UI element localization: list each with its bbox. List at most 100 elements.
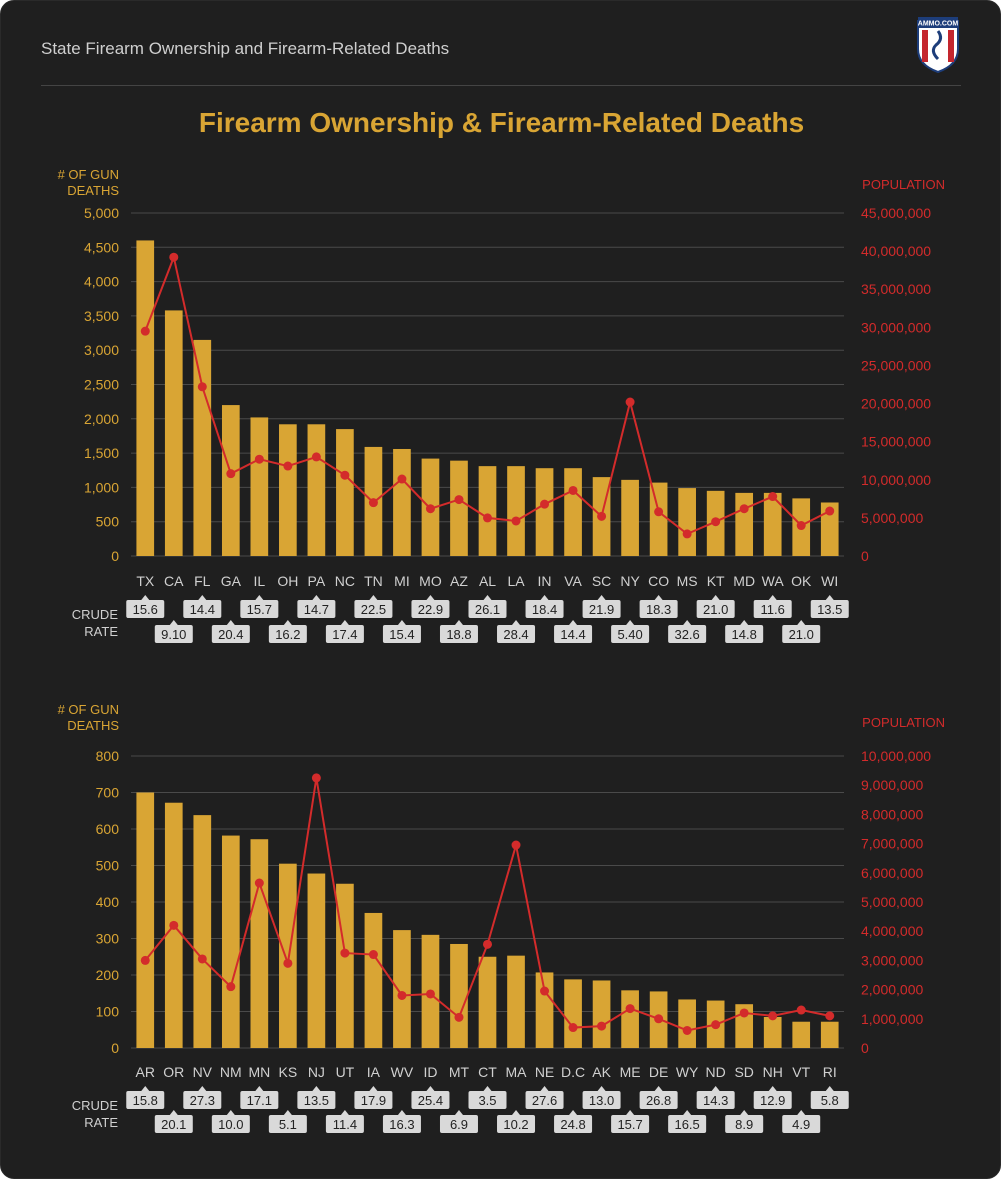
crude-rate-pointer	[283, 620, 292, 625]
y-tick-label: 1,500	[84, 445, 119, 461]
population-point	[140, 955, 150, 965]
bar	[564, 468, 582, 556]
x-tick-label: DE	[649, 1064, 668, 1080]
crude-rate-pointer	[825, 1086, 834, 1091]
crude-rate-badge: 15.7	[611, 1110, 650, 1133]
crude-rate-pointer	[169, 1110, 178, 1115]
y2-tick-label: 1,000,000	[861, 1011, 923, 1027]
crude-rate-pointer	[711, 1086, 720, 1091]
crude-rate-box	[411, 1091, 450, 1109]
crude-rate-value: 15.7	[617, 1117, 642, 1132]
bar	[820, 502, 839, 556]
crude-rate-pointer	[397, 620, 406, 625]
crude-rate-box	[611, 1115, 650, 1133]
bar	[792, 1021, 811, 1048]
population-point	[454, 1012, 464, 1022]
crude-rate-badge: 16.2	[268, 620, 307, 643]
crude-rate-pointer	[283, 1110, 292, 1115]
x-tick-label: VA	[564, 573, 582, 589]
population-point	[711, 1020, 721, 1030]
crude-rate-pointer	[768, 595, 777, 600]
crude-rate-value: 16.2	[275, 627, 300, 642]
logo-text: AMMO.COM	[918, 21, 959, 28]
y2-tick-label: 20,000,000	[861, 396, 931, 412]
crude-rate-box	[354, 1091, 393, 1109]
y-axis-title: # OF GUN DEATHS	[58, 702, 120, 733]
crude-rate-pointer	[626, 620, 635, 625]
x-tick-label: ID	[423, 1064, 437, 1080]
crude-rate-box	[382, 1115, 421, 1133]
y2-tick-label: 25,000,000	[861, 357, 931, 373]
bar	[535, 972, 554, 1048]
crude-rate-value: 14.7	[304, 602, 329, 617]
population-point	[425, 504, 435, 514]
crude-rate-pointer	[340, 620, 349, 625]
crude-rate-value: 32.6	[674, 627, 699, 642]
crude-rate-pointer	[740, 620, 749, 625]
crude-rate-label: RATE	[84, 1115, 118, 1130]
bar	[507, 955, 525, 1048]
crude-rate-value: 4.9	[792, 1117, 810, 1132]
population-point	[169, 252, 179, 262]
x-tick-label: MN	[248, 1064, 270, 1080]
y2-tick-label: 4,000,000	[861, 923, 923, 939]
y2-tick-label: 2,000,000	[861, 982, 923, 998]
crude-rate-badge: 22.9	[411, 595, 450, 618]
bar	[307, 424, 326, 556]
population-point	[796, 521, 806, 531]
crude-rate-box	[354, 600, 393, 618]
crude-rate-value: 18.8	[446, 627, 471, 642]
y2-tick-label: 30,000,000	[861, 319, 931, 335]
x-tick-label: NV	[193, 1064, 213, 1080]
population-point	[625, 397, 635, 407]
population-point	[483, 939, 492, 949]
population-point	[311, 452, 321, 462]
bottom-states-chart: # OF GUN DEATHS POPULATION 800 700 600 500 400 3…	[58, 702, 945, 1133]
crude-rate-pointer	[369, 1086, 378, 1091]
crude-rate-value: 27.3	[190, 1093, 215, 1108]
crude-rate-value: 15.7	[247, 602, 272, 617]
crude-rate-value: 13.5	[304, 1093, 329, 1108]
y2-tick-label: 7,000,000	[861, 836, 923, 852]
crude-rate-box	[468, 600, 507, 618]
y2-tick-label: 10,000,000	[861, 472, 931, 488]
bar	[393, 448, 411, 556]
population-point	[654, 507, 664, 517]
x-tick-label: MD	[733, 573, 755, 589]
x-tick-label: D.C	[561, 1064, 585, 1080]
bar	[735, 492, 754, 556]
crude-rate-badge: 9.10	[154, 620, 193, 643]
top-states-chart: # OF GUN DEATHS POPULATION 5,000 4,500 4,000 3…	[58, 167, 945, 643]
x-tick-label: WY	[676, 1064, 699, 1080]
population-point	[397, 990, 407, 1000]
x-tick-label: LA	[507, 573, 525, 589]
crude-rate-box	[668, 1115, 707, 1133]
crude-rate-box	[525, 600, 564, 618]
bar	[478, 466, 497, 556]
crude-rate-value: 9.10	[161, 627, 186, 642]
crude-rate-box	[382, 625, 421, 643]
crude-rate-box	[696, 1091, 735, 1109]
population-point	[597, 1021, 607, 1031]
crude-rate-value: 21.0	[789, 627, 814, 642]
crude-rate-value: 16.3	[389, 1117, 414, 1132]
population-point	[368, 950, 378, 960]
crude-rate-value: 10.0	[218, 1117, 243, 1132]
y-tick-label: 700	[96, 785, 120, 801]
crude-rate-box	[268, 1115, 307, 1133]
header-divider	[41, 85, 961, 86]
y-tick-label: 5,000	[84, 205, 119, 221]
x-tick-label: NC	[335, 573, 355, 589]
bar	[763, 492, 782, 556]
x-tick-label: MS	[677, 573, 698, 589]
x-tick-label: ME	[620, 1064, 641, 1080]
crude-rate-box	[611, 625, 650, 643]
y2-tick-label: 0	[861, 548, 869, 564]
crude-rate-box	[211, 1115, 250, 1133]
y2-axis-title: POPULATION	[862, 177, 945, 192]
x-tick-label: MI	[394, 573, 410, 589]
crude-rate-badge: 13.5	[810, 595, 849, 618]
x-tick-label: MT	[449, 1064, 470, 1080]
y-tick-label: 800	[96, 748, 120, 764]
